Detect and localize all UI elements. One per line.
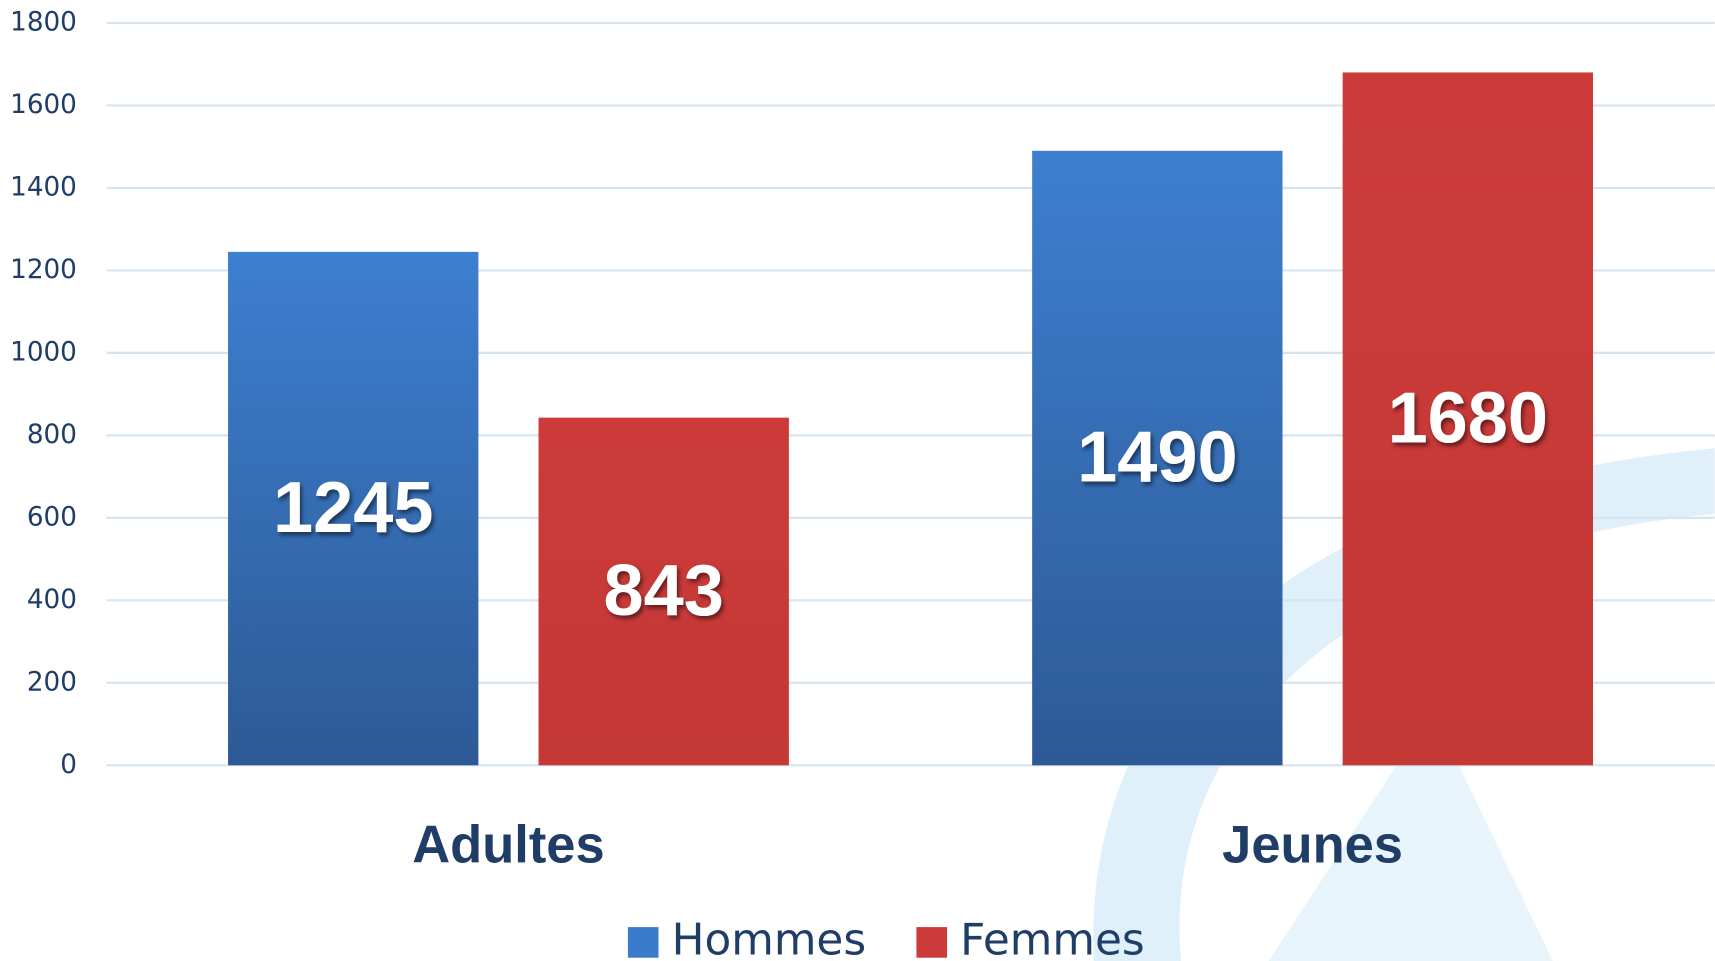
y-tick-label: 1000 (10, 337, 77, 367)
value-label: 1490 (1077, 417, 1238, 497)
y-tick-label: 1800 (10, 7, 77, 37)
watermark (1268, 710, 1553, 961)
bar (1342, 72, 1594, 766)
bar (538, 417, 789, 766)
legend-label: Femmes (960, 914, 1145, 961)
y-tick-label: 800 (27, 420, 77, 450)
legend-label: Hommes (672, 914, 866, 961)
y-tick-label: 200 (27, 667, 77, 697)
value-label: 1680 (1388, 378, 1549, 458)
y-tick-label: 1200 (10, 255, 77, 285)
y-tick-label: 0 (60, 750, 77, 780)
bar (228, 251, 479, 766)
x-tick-label: Adultes (412, 816, 604, 874)
x-tick-label: Jeunes (1222, 816, 1403, 874)
value-label: 843 (604, 551, 724, 631)
y-tick-label: 400 (27, 585, 77, 615)
y-tick-label: 600 (27, 502, 77, 532)
y-tick-label: 1400 (10, 172, 77, 202)
value-label: 1245 (273, 468, 434, 548)
bar (1032, 150, 1283, 766)
legend-swatch (916, 927, 948, 958)
legend-swatch (627, 927, 659, 958)
y-tick-label: 1600 (10, 90, 77, 120)
